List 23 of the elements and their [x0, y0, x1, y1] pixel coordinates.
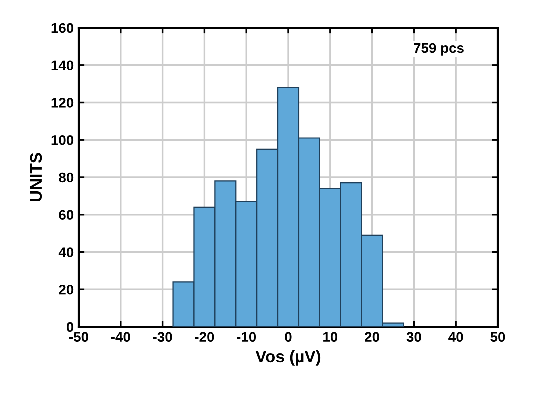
y-tick-label: 0 [66, 322, 74, 332]
x-axis-title: Vos (µV) [256, 350, 321, 366]
y-tick-label: 120 [52, 98, 74, 108]
x-tick-label: -20 [195, 332, 214, 342]
x-tick-label: 50 [490, 332, 506, 342]
y-tick-label: 80 [59, 172, 74, 183]
x-tick-label: 30 [406, 332, 422, 342]
x-tick-label: 20 [365, 332, 380, 342]
x-tick-label: 40 [448, 332, 464, 342]
x-tick-label: -10 [237, 332, 256, 342]
y-tick-label: 100 [52, 135, 74, 146]
x-tick-label: -50 [70, 332, 88, 342]
x-tick-label: -40 [111, 332, 130, 342]
x-tick-label: 10 [324, 332, 338, 342]
x-tick-label: 0 [285, 332, 292, 342]
y-tick-label: 160 [52, 23, 74, 34]
annotation: 759 pcs [414, 43, 464, 56]
x-tick-label: -30 [153, 332, 172, 342]
y-tick-label: 140 [52, 60, 74, 71]
y-tick-label: 20 [59, 284, 74, 295]
y-tick-label: 40 [58, 248, 74, 258]
y-axis-title: UNITS [30, 153, 42, 202]
y-tick-label: 60 [59, 210, 74, 220]
